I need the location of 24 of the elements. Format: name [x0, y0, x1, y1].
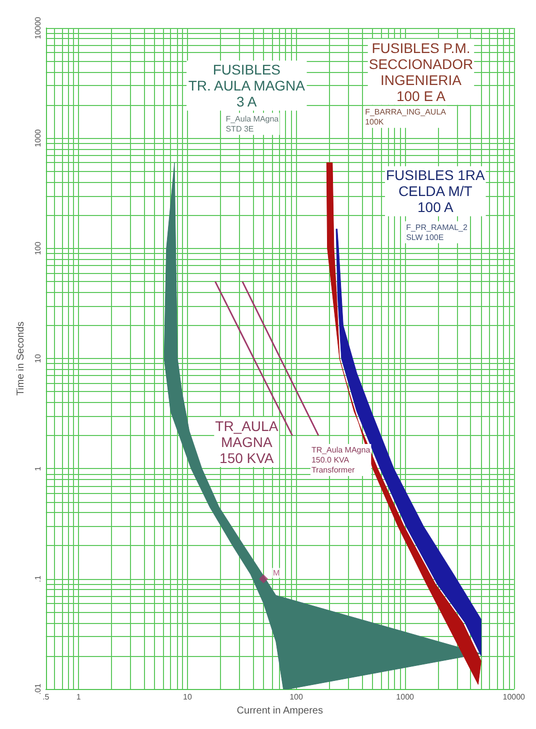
- y-tick-label: .1: [33, 575, 42, 582]
- x-tick-label: 10: [183, 692, 192, 702]
- annotation: F_Aula MAgna STD 3E: [226, 114, 280, 134]
- annotation: TR_AULA MAGNA 150 KVA: [215, 418, 279, 466]
- annotation: FUSIBLES 1RA CELDA M/T 100 A: [386, 167, 486, 216]
- series-label: M: [273, 568, 280, 578]
- y-axis-title: Time in Seconds: [16, 321, 26, 396]
- x-tick-label: 1: [76, 692, 82, 702]
- x-tick-label: 1000: [396, 692, 415, 702]
- y-tick-label: 1: [33, 466, 42, 471]
- annotation: FUSIBLES P.M. SECCIONADOR INGENIERIA 100 E A: [368, 40, 474, 104]
- x-axis-title: Current in Amperes: [236, 706, 323, 716]
- x-tick-label: 10000: [502, 692, 526, 702]
- y-tick-label: 10: [33, 354, 42, 364]
- x-tick-label: 100: [290, 692, 304, 702]
- annotation: TR_Aula MAgna 150.0 KVA Transformer: [311, 446, 371, 475]
- y-tick-label: .01: [33, 682, 42, 695]
- annotation: FUSIBLES TR. AULA MAGNA 3 A: [188, 62, 306, 110]
- annotation: F_BARRA_ING_AULA 100K: [365, 107, 447, 126]
- x-tick-label: .5: [42, 692, 50, 702]
- y-tick-label: 1000: [33, 128, 42, 148]
- annotation: F_PR_RAMAL_2 SLW 100E: [406, 222, 468, 242]
- y-tick-label: 100: [33, 241, 42, 256]
- y-tick-label: 10000: [33, 16, 42, 40]
